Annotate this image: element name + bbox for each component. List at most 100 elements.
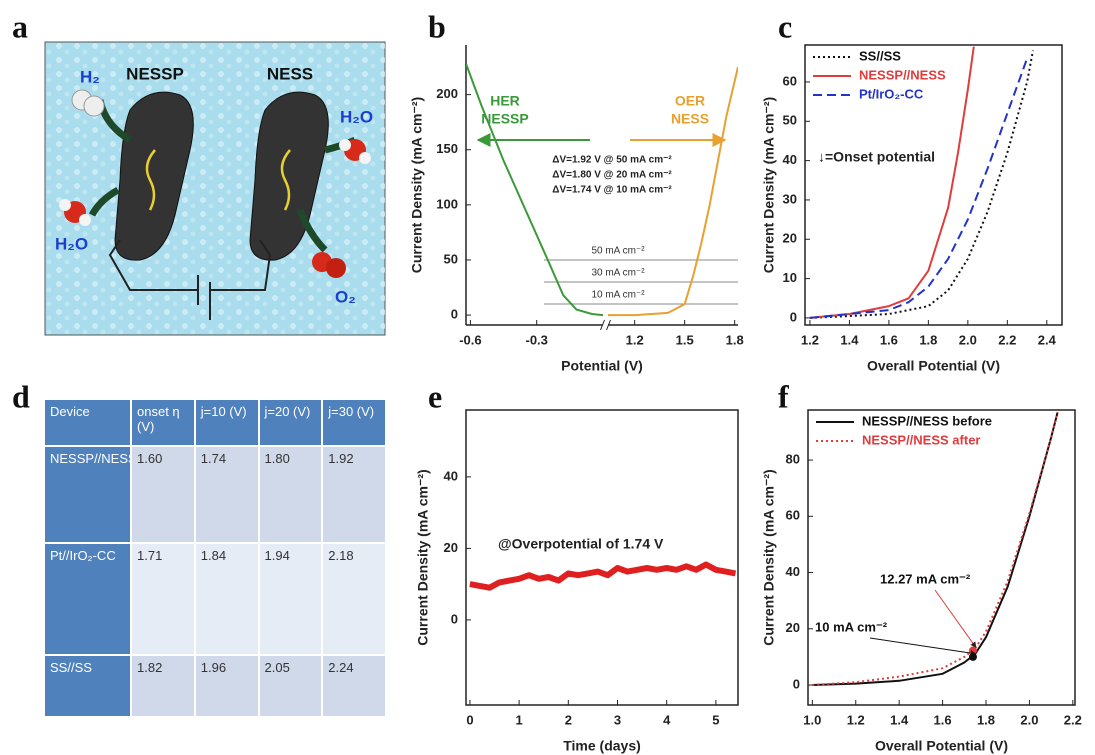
annotation: ↓=Onset potential [818, 149, 935, 165]
y-tick-label: 40 [444, 468, 458, 483]
table-cell: 1.60 [132, 447, 194, 542]
table-cell: 1.71 [132, 544, 194, 654]
annotation: @Overpotential of 1.74 V [498, 536, 664, 552]
table-cell: 1.96 [195, 656, 258, 716]
molecule-label: H₂ [80, 67, 100, 86]
y-tick-label: 20 [444, 540, 458, 555]
reference-label: 30 mA cm⁻² [591, 268, 645, 279]
legend-label: Pt/IrO₂-CC [859, 86, 924, 101]
table-cell: 1.94 [259, 544, 322, 654]
plot-frame [465, 409, 739, 706]
row-header: NESSP//NESS [45, 447, 130, 542]
y-tick-label: 30 [783, 191, 797, 206]
table-header: j=20 (V) [259, 400, 322, 445]
x-tick-label: -0.6 [459, 332, 481, 347]
series-line [812, 411, 1059, 686]
chart: -0.6 -0.3 1.2 1.5 1.8 0 50 100 150 200 Potential (… [409, 45, 744, 374]
series-line [466, 63, 604, 317]
y-tick-label: 100 [436, 196, 458, 211]
annotation: OER [675, 93, 705, 109]
molecule-label: H₂O [55, 234, 88, 253]
annotation: ΔV=1.92 V @ 50 mA cm⁻² [552, 155, 672, 166]
plot-frame [807, 409, 1076, 706]
y-tick-label: 0 [451, 611, 458, 626]
panel-label: c [778, 8, 792, 44]
molecule [326, 258, 346, 278]
x-axis-label: Potential (V) [561, 358, 643, 374]
reference-label: 10 mA cm⁻² [591, 290, 645, 301]
table-cell: 1.74 [195, 447, 258, 542]
chart: 1.0 1.2 1.4 1.6 1.8 2.0 2.2 0 20 40 60 80 Overall Po… [761, 409, 1082, 754]
panel-label: f [778, 378, 789, 414]
y-tick-label: 0 [790, 309, 797, 324]
x-tick-label: 1.5 [676, 332, 694, 347]
chart: 1.2 1.4 1.6 1.8 2.0 2.2 2.4 0 10 20 30 40 50 60 Overal… [761, 44, 1063, 374]
plot-frame [804, 44, 1063, 326]
panel-label: d [12, 378, 30, 414]
reference-label: 50 mA cm⁻² [591, 246, 645, 257]
table-header: j=30 (V) [323, 400, 385, 445]
y-tick-label: 20 [783, 231, 797, 246]
x-tick-label: 1.8 [919, 332, 937, 347]
reaction-arrow [88, 186, 120, 217]
table-cell: 1.92 [323, 447, 385, 542]
y-tick-label: 60 [783, 73, 797, 88]
legend-label: NESSP//NESS [859, 67, 946, 82]
table-cell: 1.82 [132, 656, 194, 716]
x-tick-label: 3 [614, 712, 621, 727]
x-tick-label: 4 [663, 712, 671, 727]
table-header: onset η (V) [132, 400, 194, 445]
y-axis-label: Current Density (mA cm⁻²) [409, 97, 425, 273]
x-tick-label: -0.3 [526, 332, 548, 347]
table-cell: 2.05 [259, 656, 322, 716]
y-tick-label: 200 [436, 86, 458, 101]
x-tick-label: 1.4 [890, 712, 909, 727]
table-cell: 1.80 [259, 447, 322, 542]
x-tick-label: 2.0 [1020, 712, 1038, 727]
annotation: NESS [671, 111, 709, 127]
annotation: HER [490, 93, 520, 109]
y-axis-label: Current Density (mA cm⁻²) [761, 97, 777, 273]
y-tick-label: 80 [786, 451, 800, 466]
y-tick-label: 50 [444, 251, 458, 266]
y-tick-label: 10 [783, 270, 797, 285]
marker-arrow [934, 589, 977, 649]
axis-break [600, 319, 611, 331]
x-tick-label: 1.2 [847, 712, 865, 727]
series-line [809, 50, 1034, 319]
x-tick-label: 5 [712, 712, 719, 727]
legend-label: NESSP//NESS before [862, 413, 992, 428]
table-cell: 2.24 [323, 656, 385, 716]
legend-label: SS//SS [859, 48, 901, 63]
x-tick-label: 1.2 [801, 332, 819, 347]
series-line [812, 411, 1059, 686]
y-axis-label: Current Density (mA cm⁻²) [415, 469, 431, 645]
electrode [249, 91, 329, 261]
x-axis-label: Time (days) [563, 738, 641, 754]
molecule [59, 199, 71, 211]
x-tick-label: 0 [466, 712, 473, 727]
x-tick-label: 1.6 [880, 332, 898, 347]
table-cell: 2.18 [323, 544, 385, 654]
marker-point [968, 652, 977, 661]
annotation: NESSP [481, 111, 528, 127]
y-tick-label: 40 [783, 152, 797, 167]
schematic-texture [45, 42, 385, 335]
molecule [79, 214, 91, 226]
molecule [359, 152, 371, 164]
wire [108, 239, 272, 291]
y-tick-label: 0 [793, 676, 800, 691]
panel-label: e [428, 378, 442, 414]
annotation: ΔV=1.80 V @ 20 mA cm⁻² [552, 170, 672, 181]
y-tick-label: 50 [783, 113, 797, 128]
table-header: Device [45, 400, 130, 445]
x-tick-label: 1.8 [726, 332, 744, 347]
y-axis-label: Current Density (mA cm⁻²) [761, 469, 777, 645]
x-tick-label: 1 [516, 712, 523, 727]
table-cell: 1.84 [195, 544, 258, 654]
panel-label: a [12, 8, 28, 44]
electron-path [145, 149, 156, 211]
